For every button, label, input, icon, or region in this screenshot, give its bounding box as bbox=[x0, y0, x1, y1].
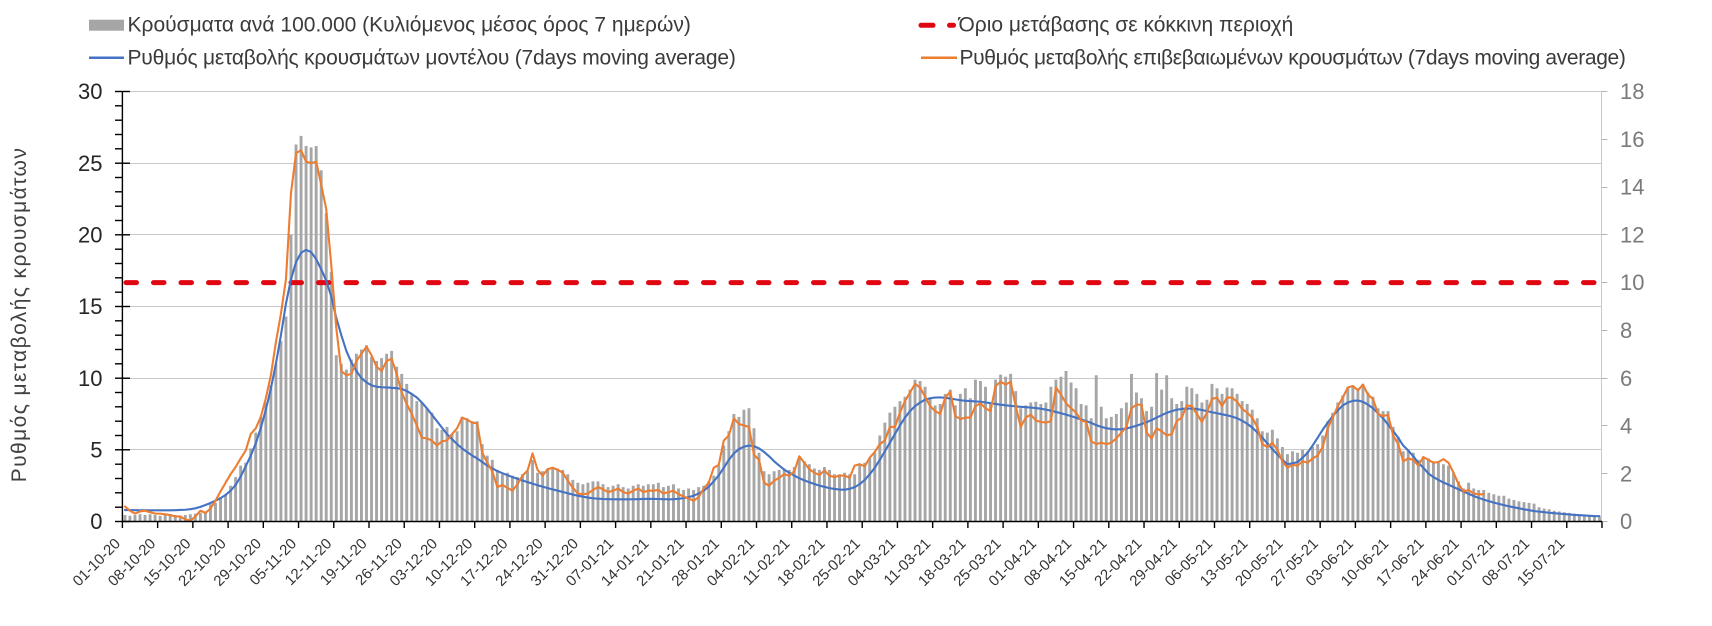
svg-text:16: 16 bbox=[1620, 127, 1644, 152]
svg-text:5: 5 bbox=[90, 437, 102, 462]
svg-text:15: 15 bbox=[78, 294, 102, 319]
svg-text:Όριο μετάβασης σε κόκκινη περι: Όριο μετάβασης σε κόκκινη περιοχή bbox=[958, 13, 1294, 36]
svg-text:Ρυθμός μεταβολής κρουσμάτων μο: Ρυθμός μεταβολής κρουσμάτων μοντέλου (7d… bbox=[128, 46, 736, 69]
svg-text:25: 25 bbox=[78, 151, 102, 176]
svg-text:8: 8 bbox=[1620, 318, 1632, 343]
svg-text:18: 18 bbox=[1620, 79, 1644, 104]
svg-text:0: 0 bbox=[90, 509, 102, 534]
svg-text:Κρούσματα ανά 100.000 (Κυλιόμε: Κρούσματα ανά 100.000 (Κυλιόμενος μέσος … bbox=[128, 13, 691, 36]
svg-text:14: 14 bbox=[1620, 175, 1644, 200]
svg-text:0: 0 bbox=[1620, 509, 1632, 534]
svg-text:4: 4 bbox=[1620, 414, 1632, 439]
svg-text:10: 10 bbox=[78, 366, 102, 391]
svg-text:10: 10 bbox=[1620, 270, 1644, 295]
svg-text:Ρυθμός μεταβολής επιβεβαιωμένω: Ρυθμός μεταβολής επιβεβαιωμένων κρουσμάτ… bbox=[960, 46, 1626, 69]
svg-text:Ρυθμός μεταβολής κρουσμάτων: Ρυθμός μεταβολής κρουσμάτων bbox=[8, 147, 31, 483]
svg-text:2: 2 bbox=[1620, 461, 1632, 486]
svg-text:20: 20 bbox=[78, 222, 102, 247]
svg-text:12: 12 bbox=[1620, 222, 1644, 247]
svg-text:6: 6 bbox=[1620, 366, 1632, 391]
svg-text:30: 30 bbox=[78, 79, 102, 104]
